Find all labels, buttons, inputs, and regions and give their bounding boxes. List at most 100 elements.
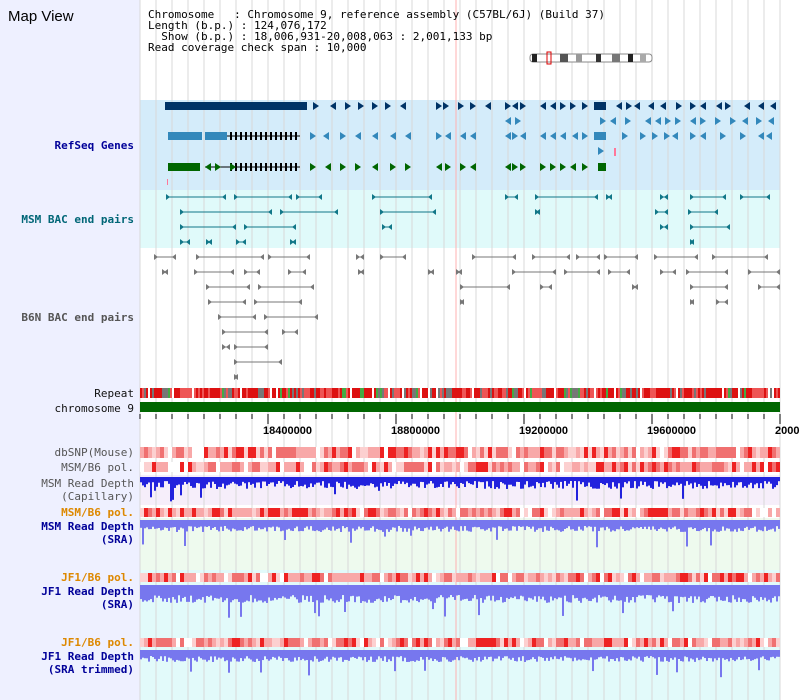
jf1-sra-depth-bar	[772, 585, 774, 598]
msm-pol-heat-cell	[616, 462, 620, 472]
track-label-msm-depth-capillary[interactable]: MSM Read Depth	[41, 477, 134, 490]
refseq-gene-block	[205, 102, 227, 110]
track-label-msm-b6-pol-2[interactable]: MSM/B6 pol.	[61, 506, 134, 519]
msm-sra-depth-bar	[450, 520, 452, 530]
dbsnp-heat-cell	[288, 447, 292, 458]
jf1-sra-depth-bar	[324, 585, 326, 596]
jf1-pol2-heat-cell	[376, 638, 380, 647]
jf1-pol-heat-cell	[520, 573, 524, 582]
msm-pol-heat-cell	[384, 462, 388, 472]
repeat-segment	[690, 388, 692, 398]
b6n-bac-span-end	[360, 269, 364, 275]
msm-sra-depth-bar	[326, 520, 328, 528]
dbsnp-heat-cell	[280, 447, 284, 458]
jf1-pol2-heat-cell	[612, 638, 616, 647]
jf1-pol2-heat-cell	[300, 638, 304, 647]
jf1-pol2-heat-cell	[260, 638, 264, 647]
msm-pol-heat-cell	[656, 462, 660, 472]
msm-sra-depth-bar	[142, 520, 144, 545]
jf1-pol-heat-cell	[480, 573, 484, 582]
track-label-msm-bac[interactable]: MSM BAC end pairs	[21, 213, 134, 226]
jf1-sra-depth-bar	[282, 585, 284, 597]
msm-bac-span-end	[428, 194, 432, 200]
jf1-sra-depth-bar	[688, 585, 690, 598]
jf1-sra-depth-bar	[144, 585, 146, 601]
track-label-jf1-depth-sra[interactable]: JF1 Read Depth	[41, 585, 134, 598]
jf1-pol2-heat-cell	[716, 638, 720, 647]
track-label-refseq-genes[interactable]: RefSeq Genes	[54, 139, 134, 152]
repeat-segment	[646, 388, 648, 398]
track-label-chromosome[interactable]: chromosome 9	[54, 402, 134, 415]
msm-capillary-depth-bar	[296, 477, 298, 482]
dbsnp-heat-cell	[656, 447, 660, 458]
jf1-sra-depth-bar	[454, 585, 456, 600]
track-label-msm-depth-sra[interactable]: MSM Read Depth	[41, 520, 134, 533]
track-label-jf1-b6-pol-1[interactable]: JF1/B6 pol.	[61, 571, 134, 584]
dbsnp-heat-cell	[468, 447, 472, 458]
track-label-jf1-depth-trimmed[interactable]: JF1 Read Depth	[41, 650, 134, 663]
repeat-segment	[160, 388, 162, 398]
jf1-trimmed-depth-bar	[222, 650, 224, 658]
msm-sra-depth-bar	[350, 520, 352, 543]
msm-pol-heat-cell	[692, 462, 696, 472]
msm-pol2-heat-cell	[732, 508, 736, 517]
jf1-trimmed-depth-bar	[374, 650, 376, 662]
msm-pol-heat-cell	[436, 462, 440, 472]
msm-pol2-heat-cell	[156, 508, 160, 517]
track-label-b6n-bac[interactable]: B6N BAC end pairs	[21, 311, 134, 324]
msm-sra-depth-bar	[426, 520, 428, 528]
refseq-strand-arrow	[766, 132, 772, 140]
msm-capillary-depth-bar	[698, 477, 700, 485]
refseq-strand-arrow	[405, 132, 411, 140]
track-label-jf1-b6-pol-2[interactable]: JF1/B6 pol.	[61, 636, 134, 649]
msm-pol-heat-cell	[260, 462, 264, 472]
repeat-segment	[140, 388, 142, 398]
msm-pol2-heat-cell	[380, 508, 384, 517]
msm-pol-heat-cell	[576, 462, 580, 472]
msm-pol2-heat-cell	[588, 508, 592, 517]
msm-capillary-depth-bar	[716, 477, 718, 486]
msm-pol2-heat-cell	[508, 508, 512, 517]
msm-sra-depth-bar	[502, 520, 504, 531]
msm-pol2-heat-cell	[544, 508, 548, 517]
jf1-pol-heat-cell	[352, 573, 356, 582]
msm-sra-depth-bar	[186, 520, 188, 532]
jf1-trimmed-depth-bar	[748, 650, 750, 660]
jf1-trimmed-depth-bar	[734, 650, 736, 662]
jf1-sra-depth-bar	[182, 585, 184, 598]
jf1-sra-depth-bar	[278, 585, 280, 599]
msm-sra-depth-bar	[274, 520, 276, 531]
jf1-sra-depth-bar	[416, 585, 418, 601]
jf1-pol2-heat-cell	[644, 638, 648, 647]
msm-bac-span-end	[664, 194, 668, 200]
msm-sra-depth-bar	[204, 520, 206, 527]
b6n-bac-span-end	[532, 254, 536, 260]
jf1-sra-depth-bar	[606, 585, 608, 598]
jf1-trimmed-depth-bar	[752, 650, 754, 661]
repeat-segment	[172, 388, 174, 398]
jf1-pol2-heat-cell	[472, 638, 476, 647]
jf1-pol2-heat-cell	[676, 638, 680, 647]
msm-pol2-heat-cell	[460, 508, 464, 517]
jf1-trimmed-depth-bar	[318, 650, 320, 662]
msm-pol-heat-cell	[628, 462, 632, 472]
refseq-strand-arrow	[550, 102, 556, 110]
track-label-dbsnp[interactable]: dbSNP(Mouse)	[54, 446, 134, 459]
jf1-sra-depth-bar	[522, 585, 524, 597]
msm-sra-depth-bar	[636, 520, 638, 528]
msm-sra-depth-bar	[288, 520, 290, 529]
jf1-pol2-heat-cell	[696, 638, 700, 647]
msm-sra-depth-bar	[660, 520, 662, 528]
msm-capillary-depth-bar	[384, 477, 386, 483]
jf1-trimmed-depth-bar	[424, 650, 426, 671]
msm-pol2-heat-cell	[216, 508, 220, 517]
msm-capillary-depth-bar	[670, 477, 672, 487]
repeat-segment	[232, 388, 234, 398]
repeat-segment	[640, 388, 642, 398]
msm-capillary-depth-bar	[174, 477, 176, 488]
track-label-msm-b6-pol-1[interactable]: MSM/B6 pol.	[61, 461, 134, 474]
track-label-repeat[interactable]: Repeat	[94, 387, 134, 400]
msm-sra-depth-bar	[688, 520, 690, 528]
jf1-trimmed-depth-bar	[204, 650, 206, 660]
